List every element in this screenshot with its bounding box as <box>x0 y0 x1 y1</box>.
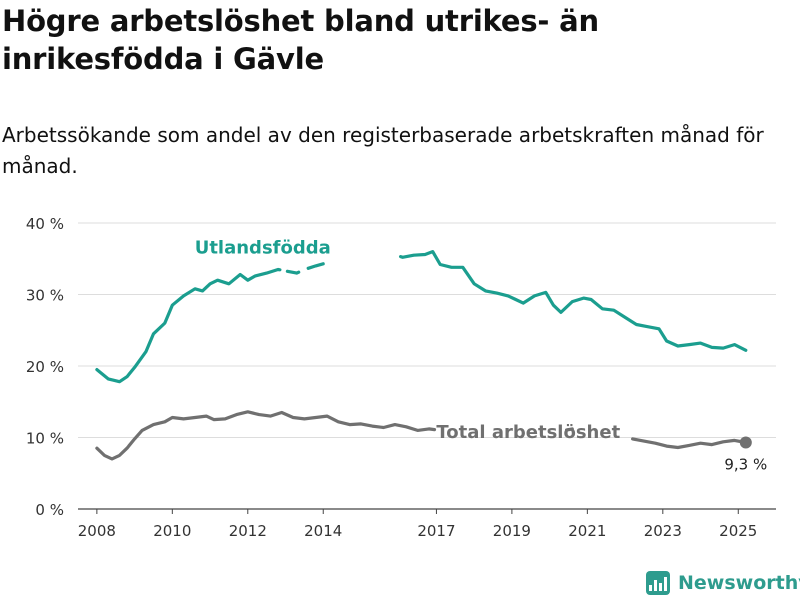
brand-name: Newsworthy <box>678 572 800 594</box>
series-endpoint-marker <box>739 436 752 449</box>
series-line-segment <box>285 269 301 275</box>
series-label: Utlandsfödda <box>195 238 331 259</box>
y-tick-label: 20 % <box>26 358 64 376</box>
x-tick-label: 2025 <box>719 522 757 540</box>
x-tick-label: 2010 <box>153 522 191 540</box>
x-tick-label: 2023 <box>644 522 682 540</box>
gridlines <box>78 222 776 510</box>
series-line-segment <box>565 427 574 432</box>
x-tick-label: 2021 <box>568 522 606 540</box>
brand-logo: Newsworthy <box>646 568 800 598</box>
x-tick-label: 2014 <box>304 522 342 540</box>
y-tick-label: 0 % <box>35 501 64 519</box>
series-label: Total arbetslöshet <box>436 422 620 443</box>
series-line-segment <box>95 410 437 461</box>
end-value-label: 9,3 % <box>724 456 767 474</box>
page-title: Högre arbetslöshet bland utrikes- än inr… <box>2 4 599 76</box>
series-lines <box>95 250 748 461</box>
y-tick-label: 10 % <box>26 430 64 448</box>
page-subtitle: Arbetssökande som andel av den registerb… <box>2 123 764 178</box>
x-tick-label: 2017 <box>417 522 455 540</box>
x-tick-label: 2012 <box>229 522 267 540</box>
y-tick-label: 40 % <box>26 215 64 233</box>
series-line-segment <box>95 267 282 384</box>
x-tick-label: 2008 <box>78 522 116 540</box>
bar-chart-logo-icon <box>646 571 670 595</box>
series-line-segment <box>631 437 748 450</box>
series-line-segment <box>306 262 325 270</box>
series-total <box>95 410 748 461</box>
series-utlandsfodda <box>95 250 748 384</box>
x-tick-label: 2019 <box>493 522 531 540</box>
series-labels: Utlandsfödda Total arbetslöshet 9,3 % <box>195 238 768 474</box>
y-tick-label: 30 % <box>26 287 64 305</box>
axes: 0 % 10 % 20 % 30 % 40 % 2008 2010 2012 2014 2017 2… <box>26 215 757 540</box>
series-line-segment <box>399 250 748 352</box>
